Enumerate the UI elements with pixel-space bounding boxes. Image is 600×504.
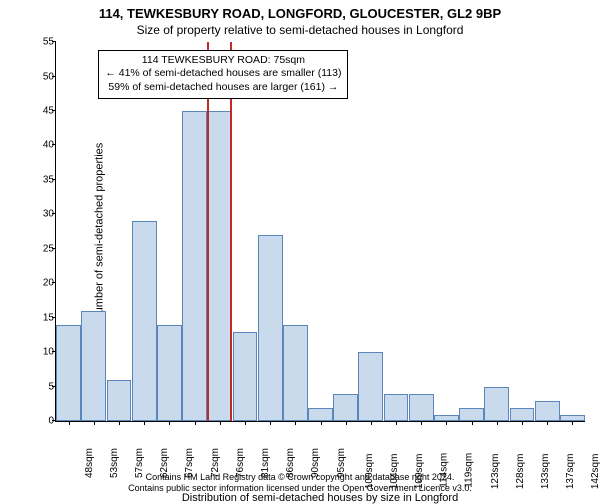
- x-tick-mark: [321, 421, 322, 425]
- x-tick-mark: [295, 421, 296, 425]
- annotation-line-3: 59% of semi-detached houses are larger (…: [105, 81, 341, 95]
- x-tick-mark: [69, 421, 70, 425]
- bar: [535, 401, 560, 422]
- y-tick-mark: [52, 317, 56, 318]
- y-tick-mark: [52, 351, 56, 352]
- bars-container: [56, 42, 585, 421]
- annotation-line-1: 114 TEWKESBURY ROAD: 75sqm: [105, 54, 341, 68]
- bar: [233, 332, 258, 422]
- bar: [308, 408, 333, 422]
- y-tick: 20: [26, 278, 54, 289]
- x-tick-mark: [421, 421, 422, 425]
- y-tick-mark: [52, 420, 56, 421]
- x-tick: 72sqm: [210, 448, 221, 478]
- x-axis-label: Distribution of semi-detached houses by …: [182, 492, 458, 504]
- bar: [132, 221, 157, 421]
- x-tick-mark: [547, 421, 548, 425]
- bar: [484, 387, 509, 421]
- x-tick: 142sqm: [590, 454, 600, 490]
- chart-subtitle: Size of property relative to semi-detach…: [0, 23, 600, 37]
- y-tick: 15: [26, 312, 54, 323]
- y-tick: 45: [26, 105, 54, 116]
- y-tick: 50: [26, 71, 54, 82]
- y-tick-mark: [52, 144, 56, 145]
- x-tick-mark: [169, 421, 170, 425]
- x-tick: 48sqm: [84, 448, 95, 478]
- y-tick-mark: [52, 282, 56, 283]
- bar: [107, 380, 132, 421]
- x-tick-mark: [572, 421, 573, 425]
- chart-area: Number of semi-detached properties 114 T…: [55, 42, 585, 422]
- bar: [157, 325, 182, 422]
- y-tick-mark: [52, 248, 56, 249]
- x-tick: 67sqm: [184, 448, 195, 478]
- bar: [434, 415, 459, 422]
- bar: [560, 415, 585, 422]
- y-tick: 30: [26, 209, 54, 220]
- y-tick-mark: [52, 41, 56, 42]
- y-tick-mark: [52, 213, 56, 214]
- annotation-box: 114 TEWKESBURY ROAD: 75sqm ← 41% of semi…: [98, 50, 348, 99]
- y-tick: 25: [26, 243, 54, 254]
- bar: [459, 408, 484, 422]
- plot: 114 TEWKESBURY ROAD: 75sqm ← 41% of semi…: [55, 42, 585, 422]
- x-tick: 62sqm: [159, 448, 170, 478]
- bar: [283, 325, 308, 422]
- x-tick-mark: [144, 421, 145, 425]
- y-tick: 10: [26, 347, 54, 358]
- y-tick-mark: [52, 179, 56, 180]
- x-tick: 81sqm: [260, 448, 271, 478]
- x-tick: 119sqm: [464, 453, 475, 488]
- x-tick: 133sqm: [540, 454, 551, 490]
- x-tick-mark: [346, 421, 347, 425]
- x-tick: 53sqm: [109, 448, 120, 478]
- annotation-line-2: ← 41% of semi-detached houses are smalle…: [105, 67, 341, 81]
- x-tick: 104sqm: [389, 454, 400, 490]
- x-tick: 128sqm: [515, 454, 526, 490]
- highlight-line: [207, 42, 232, 421]
- y-tick: 35: [26, 174, 54, 185]
- x-tick-mark: [119, 421, 120, 425]
- bar: [510, 408, 535, 422]
- x-tick: 95sqm: [336, 448, 347, 478]
- x-tick: 86sqm: [285, 448, 296, 478]
- x-tick-mark: [195, 421, 196, 425]
- x-tick: 114sqm: [439, 453, 450, 488]
- bar: [182, 111, 207, 421]
- x-tick-mark: [497, 421, 498, 425]
- footnote-line-1: Contains HM Land Registry data © Crown c…: [10, 472, 590, 483]
- x-tick-mark: [396, 421, 397, 425]
- chart-title: 114, TEWKESBURY ROAD, LONGFORD, GLOUCEST…: [0, 6, 600, 21]
- x-tick: 76sqm: [235, 448, 246, 478]
- x-tick-mark: [522, 421, 523, 425]
- x-tick-mark: [245, 421, 246, 425]
- y-tick-mark: [52, 76, 56, 77]
- x-tick: 90sqm: [310, 448, 321, 478]
- bar: [258, 235, 283, 421]
- bar: [333, 394, 358, 422]
- x-tick-mark: [371, 421, 372, 425]
- y-tick-mark: [52, 386, 56, 387]
- x-tick-mark: [446, 421, 447, 425]
- x-tick-mark: [220, 421, 221, 425]
- bar: [81, 311, 106, 421]
- bar: [358, 352, 383, 421]
- y-tick: 40: [26, 140, 54, 151]
- x-tick: 109sqm: [414, 454, 425, 490]
- x-tick: 137sqm: [565, 454, 576, 490]
- x-tick: 57sqm: [134, 448, 145, 478]
- x-tick: 123sqm: [489, 454, 500, 490]
- bar: [384, 394, 409, 422]
- x-tick-mark: [94, 421, 95, 425]
- x-tick: 100sqm: [363, 454, 374, 490]
- x-tick-mark: [472, 421, 473, 425]
- y-tick: 55: [26, 37, 54, 48]
- y-tick-mark: [52, 110, 56, 111]
- bar: [409, 394, 434, 422]
- y-tick: 5: [26, 381, 54, 392]
- x-tick-mark: [270, 421, 271, 425]
- y-tick: 0: [26, 416, 54, 427]
- bar: [56, 325, 81, 422]
